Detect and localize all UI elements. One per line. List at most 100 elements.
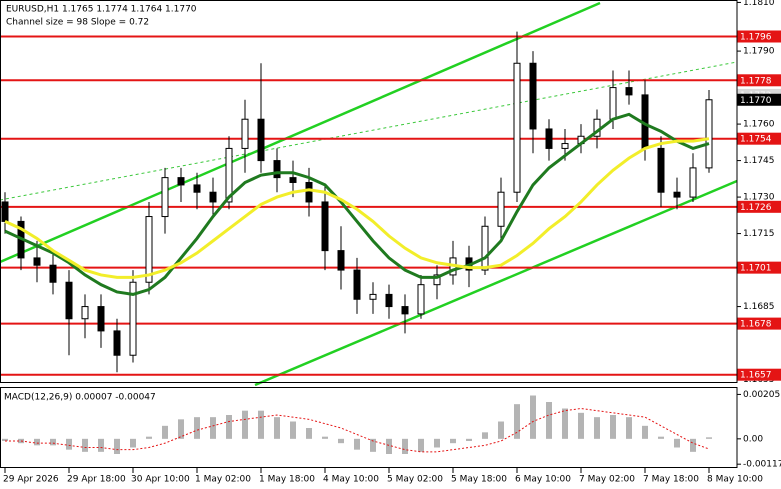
y-tick-label: 1.1790 xyxy=(743,47,775,57)
candle-body xyxy=(657,147,665,193)
macd-bar xyxy=(594,417,600,439)
candle-body xyxy=(561,143,569,149)
price-frame xyxy=(0,0,738,383)
chart-subtitle: Channel size = 98 Slope = 0.72 xyxy=(6,18,149,28)
y-tick-label: 0.00 xyxy=(743,434,763,444)
x-tick-label: 7 May 18:00 xyxy=(643,475,699,485)
macd-bar xyxy=(66,438,72,450)
channel-mid xyxy=(0,61,738,201)
x-tick-label: 1 May 18:00 xyxy=(259,475,315,485)
macd-bar xyxy=(450,438,456,444)
candle-body xyxy=(81,306,89,320)
price-tag xyxy=(737,261,781,274)
macd-bar xyxy=(674,438,680,448)
candle-body xyxy=(497,191,505,227)
macd-bar xyxy=(706,437,712,439)
candle-body xyxy=(65,281,73,320)
macd-bar xyxy=(514,404,520,439)
candle-body xyxy=(321,201,329,252)
candle-body xyxy=(177,177,185,186)
candle-body xyxy=(97,306,105,332)
price-tag xyxy=(737,93,781,106)
price-tag-label: 1.1678 xyxy=(740,320,772,330)
candle-body xyxy=(401,306,409,315)
candle-body xyxy=(689,167,697,198)
price-tag xyxy=(737,74,781,87)
x-tick-label: 5 May 02:00 xyxy=(387,475,443,485)
candle-body xyxy=(145,216,153,283)
candle-body xyxy=(129,281,137,356)
y-tick-label: 1.1760 xyxy=(743,120,775,130)
macd-bar xyxy=(690,438,696,452)
macd-bar xyxy=(338,438,344,444)
macd-bar xyxy=(290,421,296,439)
candle-body xyxy=(1,201,9,222)
candle-body xyxy=(353,269,361,300)
candle-body xyxy=(273,160,281,179)
candle-body xyxy=(369,293,377,300)
price-tag-label: 1.1796 xyxy=(740,32,772,42)
macd-bar xyxy=(130,438,136,448)
candle-body xyxy=(625,87,633,96)
candle-body xyxy=(609,87,617,120)
y-tick-label: 1.1685 xyxy=(743,302,775,312)
price-tag-label: 1.1778 xyxy=(740,76,772,86)
price-tag-label: 1.1726 xyxy=(740,203,772,213)
candle-body xyxy=(529,62,537,130)
macd-bar xyxy=(98,438,104,452)
macd-signal xyxy=(5,407,710,453)
candle-body xyxy=(193,184,201,193)
macd-bar xyxy=(578,412,584,439)
macd-bar xyxy=(306,428,312,439)
macd-bar xyxy=(642,425,648,439)
candle-body xyxy=(433,274,441,286)
price-tag-label: 1.1770 xyxy=(740,96,772,106)
macd-bar xyxy=(274,417,280,439)
candle-body xyxy=(241,118,249,149)
y-tick-label: -0.00117 xyxy=(743,460,781,470)
moving-average xyxy=(4,137,710,279)
price-tag xyxy=(737,30,781,43)
macd-bar xyxy=(386,438,392,454)
moving-average xyxy=(4,112,710,296)
macd-bar xyxy=(354,438,360,450)
macd-bar xyxy=(530,395,536,439)
candle-body xyxy=(385,293,393,308)
macd-bar xyxy=(466,438,472,441)
candle-body xyxy=(305,181,313,203)
macd-title: MACD(12,26,9) 0.00007 -0.00047 xyxy=(4,393,156,403)
x-tick-label: 30 Apr 10:00 xyxy=(131,475,190,485)
candle-body xyxy=(545,128,553,149)
x-tick-label: 29 Apr 18:00 xyxy=(67,475,126,485)
candle-body xyxy=(225,147,233,203)
channel-lower xyxy=(254,179,738,387)
channel-upper xyxy=(0,1,601,264)
y-tick-label: 1.1810 xyxy=(743,0,775,8)
candle-body xyxy=(209,191,217,203)
macd-bar xyxy=(370,438,376,452)
macd-bar xyxy=(434,438,440,448)
candle-body xyxy=(513,62,521,193)
y-tick-label: 0.00205 xyxy=(743,390,780,400)
macd-bar xyxy=(610,415,616,439)
candle-body xyxy=(113,330,121,356)
macd-bar xyxy=(418,438,424,452)
macd-bar xyxy=(482,432,488,439)
macd-bar xyxy=(50,438,56,446)
price-tag-label: 1.1754 xyxy=(740,135,772,145)
macd-bar xyxy=(402,438,408,454)
macd-bar xyxy=(322,436,328,439)
macd-bar xyxy=(562,408,568,439)
candle-body xyxy=(289,177,297,183)
x-tick-label: 6 May 10:00 xyxy=(515,475,571,485)
x-tick-label: 29 Apr 2026 xyxy=(3,475,59,485)
price-tag xyxy=(737,200,781,213)
price-tag xyxy=(737,132,781,145)
x-tick-label: 5 May 18:00 xyxy=(451,475,507,485)
macd-bar xyxy=(34,438,40,446)
macd-bar xyxy=(82,438,88,452)
y-tick-label: 1.1715 xyxy=(743,229,775,239)
macd-bar xyxy=(626,417,632,439)
